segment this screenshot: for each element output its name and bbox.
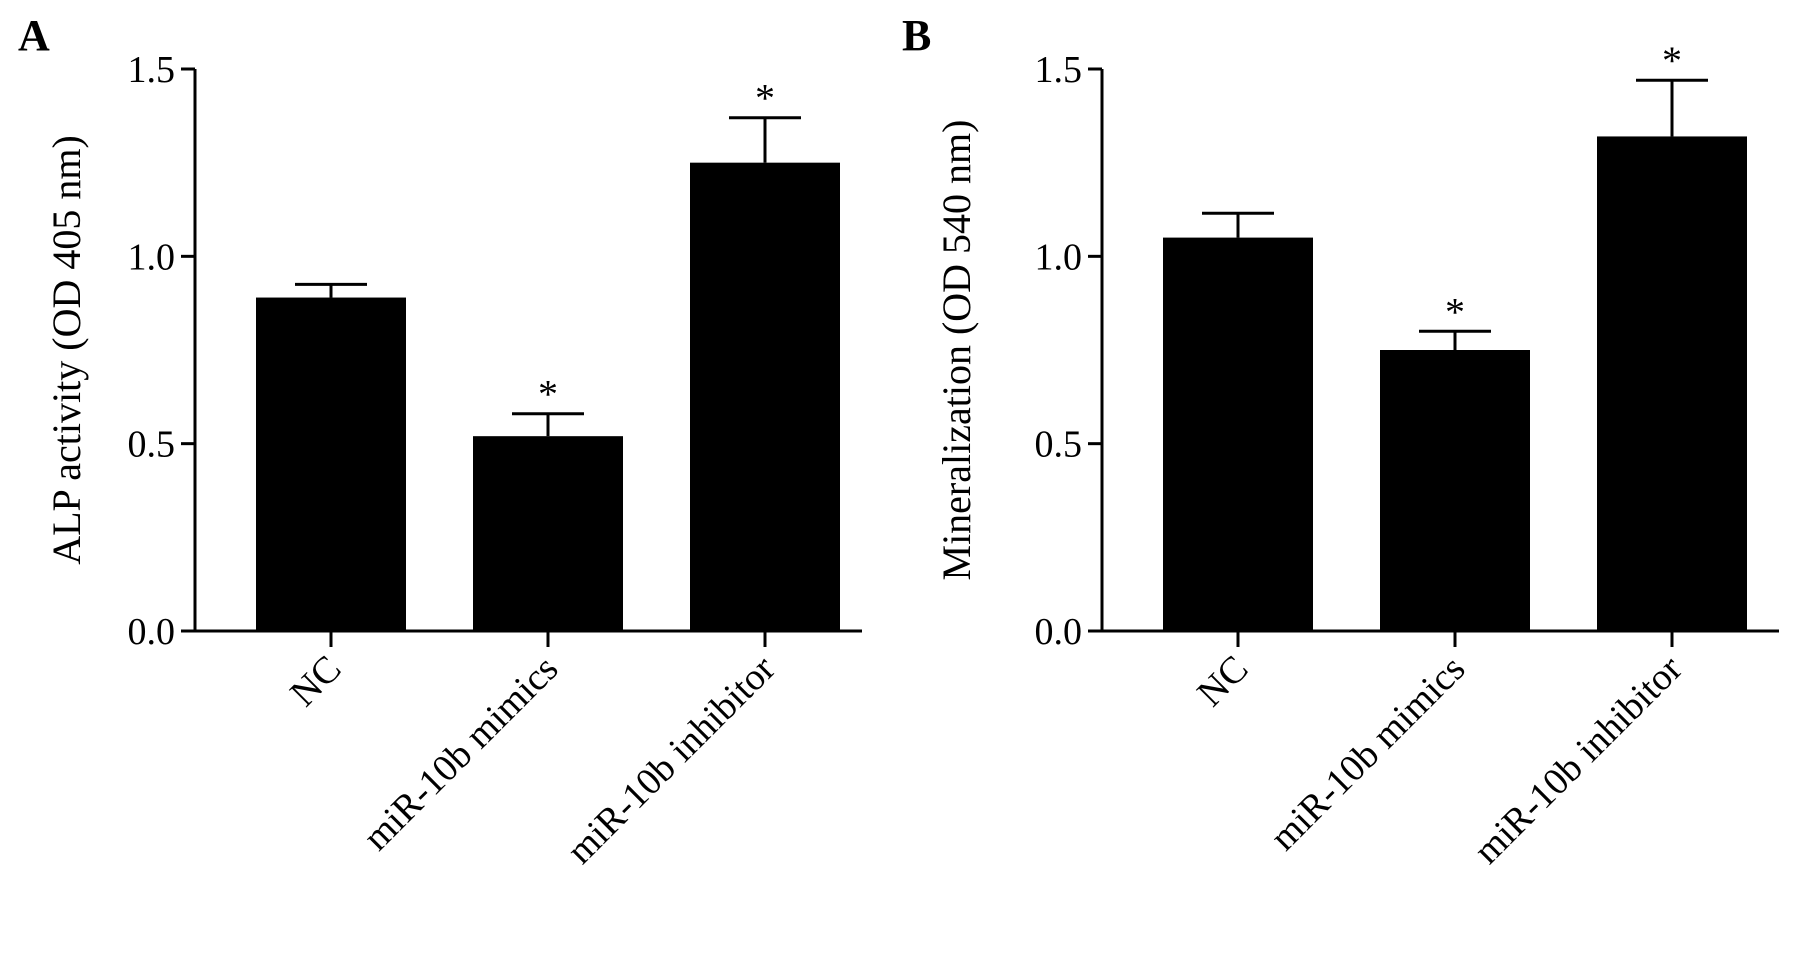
y-tick-label: 0.5 xyxy=(128,424,176,466)
bar xyxy=(1163,237,1313,631)
x-tick-label: miR-10b inhibitor xyxy=(559,647,784,872)
significance-marker: * xyxy=(1445,289,1465,334)
x-tick-label: NC xyxy=(282,648,349,715)
panel-b: B 0.0 0.5 1.0 1.5 Mineralization (OD 540 nm) N… xyxy=(902,11,1779,872)
y-tick-label: 0.0 xyxy=(128,611,176,653)
y-axis-title: ALP activity (OD 405 nm) xyxy=(44,135,89,565)
significance-marker: * xyxy=(755,76,775,121)
x-tick-label: NC xyxy=(1189,648,1256,715)
y-tick-label: 1.5 xyxy=(1035,49,1083,91)
bar xyxy=(1380,350,1530,631)
significance-marker: * xyxy=(1662,38,1682,83)
bar xyxy=(1597,136,1747,631)
panel-a: A 0.0 0.5 1.0 1.5 ALP activity (OD 405 nm) NC *… xyxy=(18,11,862,872)
y-axis-title: Mineralization (OD 540 nm) xyxy=(934,120,979,581)
bar xyxy=(256,297,406,631)
panel-letter: A xyxy=(18,11,50,60)
panel-letter: B xyxy=(902,11,931,60)
x-tick-label: miR-10b mimics xyxy=(355,648,566,859)
x-tick-label: miR-10b inhibitor xyxy=(1466,647,1691,872)
y-tick-label: 1.0 xyxy=(128,236,176,278)
significance-marker: * xyxy=(538,372,558,417)
y-tick-label: 1.5 xyxy=(128,49,176,91)
bar xyxy=(690,162,840,631)
bar xyxy=(473,436,623,631)
y-tick-label: 1.0 xyxy=(1035,236,1083,278)
y-tick-label: 0.5 xyxy=(1035,424,1083,466)
y-tick-label: 0.0 xyxy=(1035,611,1083,653)
x-tick-label: miR-10b mimics xyxy=(1262,648,1473,859)
